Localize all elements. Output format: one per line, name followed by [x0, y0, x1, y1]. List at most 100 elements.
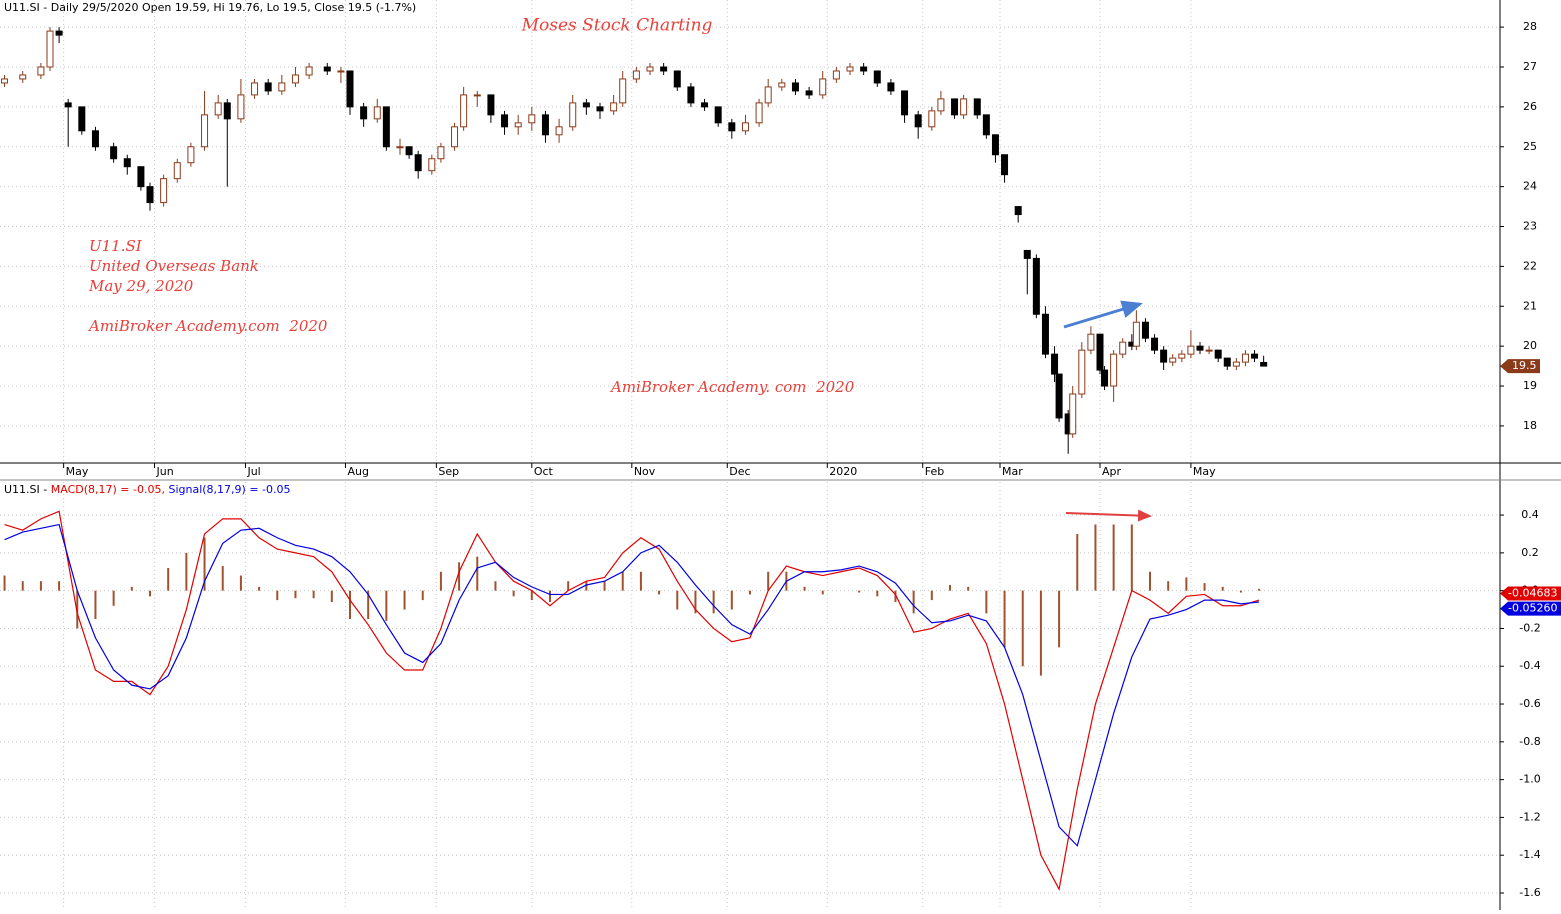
y-tick-label: -1.2	[1519, 810, 1540, 823]
company-note: United Overseas Bank	[89, 257, 259, 275]
candle-body	[1078, 349, 1086, 395]
y-tick-label: 25	[1523, 140, 1537, 153]
candle-body	[778, 82, 786, 88]
x-tick-label: Dec	[729, 465, 750, 478]
y-tick-label: -0.8	[1519, 735, 1540, 748]
candle-body	[346, 70, 354, 108]
candle-body	[960, 98, 968, 116]
candle-body	[501, 114, 509, 128]
current-value-box	[1500, 601, 1561, 616]
candle-body	[1055, 373, 1063, 419]
y-tick-label: 19	[1523, 379, 1537, 392]
candle-body	[1023, 249, 1031, 259]
candle-body	[805, 90, 813, 96]
candle-body	[982, 114, 990, 136]
candle-body	[701, 102, 709, 108]
candle-body	[1132, 321, 1140, 347]
x-tick-label: 2020	[829, 465, 857, 478]
y-tick-label: 18	[1523, 419, 1537, 432]
candle-body	[1196, 345, 1204, 351]
current-value-label: -0.04683	[1508, 587, 1557, 600]
candle-body	[528, 114, 536, 124]
y-tick-label: -1.6	[1519, 886, 1540, 899]
candle-body	[264, 82, 272, 92]
candle-body	[1001, 154, 1009, 176]
candle-body	[1214, 349, 1222, 359]
date-note: May 29, 2020	[88, 277, 194, 295]
candle-body	[1119, 341, 1127, 355]
candle-body	[78, 106, 86, 132]
candle-body	[632, 70, 640, 80]
macd-line	[4, 510, 1260, 892]
candle-body	[91, 130, 99, 148]
legend-entry: Signal(8,17,9) = -0.05	[168, 483, 290, 496]
current-value-label: -0.05260	[1508, 602, 1557, 615]
candle-body	[37, 66, 45, 76]
y-tick-label: 28	[1523, 20, 1537, 33]
candle-body	[1069, 393, 1077, 435]
y-tick-label: 24	[1523, 180, 1537, 193]
x-tick-label: Apr	[1102, 465, 1122, 478]
candle-body	[951, 98, 959, 116]
y-tick-label: 27	[1523, 60, 1537, 73]
candle-body	[514, 122, 522, 128]
candle-body	[1260, 362, 1268, 367]
candle-body	[791, 82, 799, 92]
candle-body	[1096, 333, 1104, 371]
candle-body	[1205, 349, 1213, 352]
credit-note: AmiBroker Academy. com 2020	[609, 378, 855, 396]
candle-body	[860, 66, 868, 72]
y-tick-label: 21	[1523, 299, 1537, 312]
candle-body	[819, 78, 827, 96]
x-tick-label: Mar	[1002, 465, 1023, 478]
y-tick-label: -0.2	[1519, 621, 1540, 634]
candle-body	[846, 66, 854, 72]
candle-body	[873, 70, 881, 84]
candle-body	[1110, 353, 1118, 387]
candle-body	[991, 134, 999, 156]
candle-body	[764, 86, 772, 104]
candle-body	[687, 86, 695, 104]
candle-body	[1101, 369, 1109, 387]
candle-body	[305, 66, 313, 76]
x-tick-label: Jun	[156, 465, 174, 478]
candle-body	[1014, 206, 1022, 216]
candle-body	[1223, 357, 1231, 367]
candle-body	[1251, 353, 1259, 359]
candle-body	[123, 158, 131, 168]
candle-body	[373, 106, 381, 120]
candle-body	[110, 146, 118, 160]
candle-body	[360, 106, 368, 120]
candle-body	[460, 94, 468, 128]
y-tick-label: -1.4	[1519, 848, 1540, 861]
x-tick-label: Sep	[438, 465, 459, 478]
x-tick-label: Feb	[925, 465, 944, 478]
macd-prefix: U11.SI -	[4, 483, 47, 496]
candle-body	[451, 126, 459, 148]
candle-body	[660, 66, 668, 72]
candle-body	[64, 102, 72, 108]
x-tick-label: May	[66, 465, 89, 478]
trend-arrow	[1065, 509, 1152, 522]
candle-body	[487, 94, 495, 116]
candle-body	[251, 82, 259, 96]
candle-body	[1051, 353, 1059, 375]
candle-body	[832, 70, 840, 80]
candle-body	[337, 70, 345, 73]
x-tick-label: Oct	[534, 465, 554, 478]
candle-body	[1041, 313, 1049, 355]
candle-body	[396, 146, 404, 149]
candle-body	[291, 74, 299, 84]
candle-body	[901, 90, 909, 116]
candle-body	[323, 66, 331, 72]
candle-body	[1160, 349, 1168, 363]
candle-body	[1, 78, 9, 84]
candle-body	[19, 74, 27, 80]
y-tick-label: 23	[1523, 220, 1537, 233]
candle-body	[887, 82, 895, 92]
last-price-label: 19.5	[1512, 359, 1537, 372]
current-value-box	[1500, 586, 1561, 601]
candle-body	[1178, 353, 1186, 359]
candle-body	[619, 78, 627, 104]
y-tick-label: -1.0	[1519, 773, 1540, 786]
